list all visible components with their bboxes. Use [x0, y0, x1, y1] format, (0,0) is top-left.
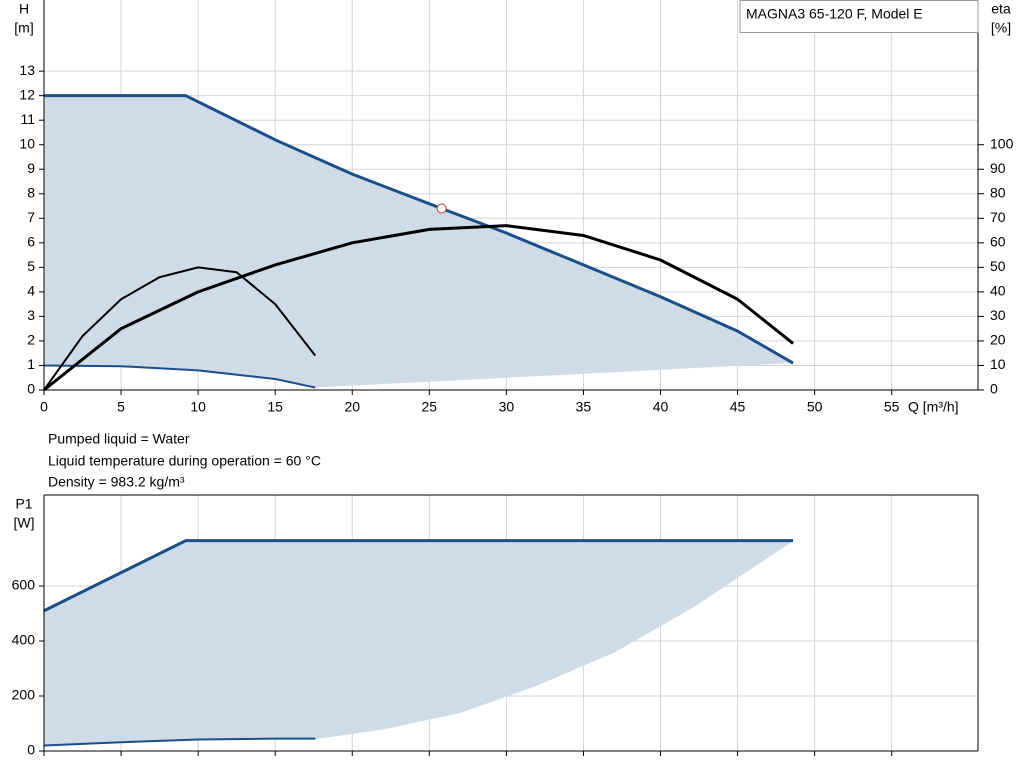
x-axis-label: Q [m³/h] — [908, 399, 959, 415]
note: Density = 983.2 kg/m³ — [48, 474, 185, 490]
y2-tick-label: 90 — [990, 160, 1006, 176]
y2-tick-label: 10 — [990, 356, 1006, 372]
y-tick-label: 2 — [27, 332, 35, 348]
operating-range — [44, 540, 794, 746]
x-tick-label: 25 — [422, 399, 438, 415]
x-tick-label: 10 — [190, 399, 206, 415]
label-box — [739, 0, 979, 33]
x-tick-label: 40 — [653, 399, 669, 415]
x-tick-label: 35 — [576, 399, 592, 415]
curve — [43, 539, 794, 613]
y-tick-label: 0 — [27, 381, 35, 397]
y-tick-label: 9 — [27, 160, 35, 176]
x-tick-label: 5 — [117, 399, 125, 415]
y2-tick-label: 40 — [990, 283, 1006, 299]
y-tick-label: 600 — [12, 577, 36, 593]
note: Pumped liquid = Water — [48, 431, 190, 447]
note: Liquid temperature during operation = 60… — [48, 453, 321, 469]
y-tick-label: 10 — [19, 135, 35, 151]
operating-point — [436, 203, 447, 214]
y2-tick-label: 70 — [990, 209, 1006, 225]
y-tick-label: 0 — [27, 742, 35, 758]
y-tick-label: 200 — [12, 687, 36, 703]
y2-tick-label: 100 — [990, 135, 1014, 151]
x-tick-label: 45 — [730, 399, 746, 415]
y-tick-label: 13 — [19, 62, 35, 78]
curve — [43, 364, 316, 389]
curve — [43, 266, 317, 391]
x-tick-label: 30 — [499, 399, 515, 415]
x-tick-label: 15 — [267, 399, 283, 415]
y-tick-label: 5 — [27, 258, 35, 274]
curve — [43, 224, 794, 392]
y-tick-label: 1 — [27, 356, 35, 372]
y2-axis-unit: [%] — [991, 20, 1011, 36]
y-axis-label: H — [19, 1, 29, 17]
y2-tick-label: 60 — [990, 234, 1006, 250]
y-tick-label: 7 — [27, 209, 35, 225]
y-tick-label: 8 — [27, 184, 35, 200]
y2-tick-label: 50 — [990, 258, 1006, 274]
y2-tick-label: 30 — [990, 307, 1006, 323]
x-tick-label: 0 — [40, 399, 48, 415]
y-axis-label: P1 — [15, 496, 32, 512]
y2-tick-label: 20 — [990, 332, 1006, 348]
y-axis-unit: [W] — [14, 515, 35, 531]
label-box-text: MAGNA3 65-120 F, Model E — [746, 6, 923, 22]
x-tick-label: 55 — [884, 399, 900, 415]
envelope-line — [315, 540, 794, 740]
y2-axis-label: eta — [991, 1, 1011, 17]
y-tick-label: 6 — [27, 234, 35, 250]
curve — [44, 94, 794, 365]
y-axis-unit: [m] — [14, 20, 33, 36]
y-tick-label: 11 — [20, 111, 35, 127]
y2-tick-label: 80 — [990, 184, 1006, 200]
curve — [43, 737, 316, 747]
y2-tick-label: 0 — [990, 381, 998, 397]
y-tick-label: 4 — [27, 283, 35, 299]
y-tick-label: 3 — [27, 307, 35, 323]
y-tick-label: 400 — [12, 632, 36, 648]
x-tick-label: 20 — [344, 399, 360, 415]
operating-range — [44, 95, 794, 388]
x-tick-label: 50 — [807, 399, 823, 415]
y-tick-label: 12 — [19, 86, 35, 102]
